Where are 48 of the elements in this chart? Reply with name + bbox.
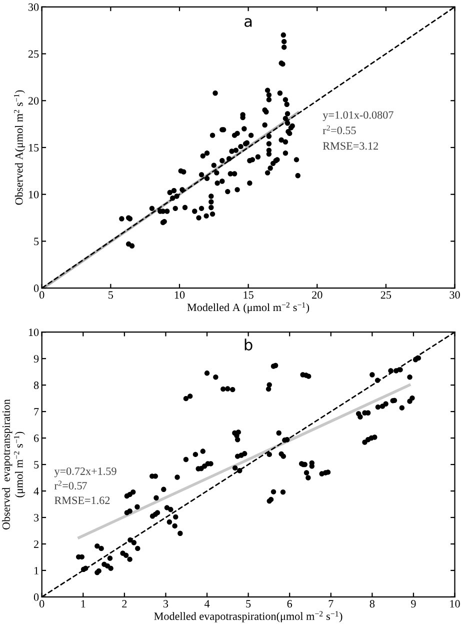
y-axis-title: Observed evapotranspiration (μmol m$^{−2}$ s$^{−1}$) <box>2 399 26 530</box>
x-tick-label: 15 <box>244 291 254 299</box>
y-tick-label: 1 <box>34 566 38 574</box>
x-tick-label: 0 <box>39 600 44 608</box>
x-axis-title: Modelled evapotraspiration(μmol m$^{−2}$ s$^{−1}$) <box>154 611 342 622</box>
x-tick-label: 2 <box>122 600 127 608</box>
x-tick-label: 5 <box>108 291 114 299</box>
y-tick-label: 3 <box>34 514 39 522</box>
x-tick-label: 6 <box>287 600 292 608</box>
x-tick-label: 10 <box>174 291 185 299</box>
y-tick-label: 10 <box>28 190 39 198</box>
x-tick-label: 0 <box>39 291 44 299</box>
y-tick-label: 25 <box>28 50 39 58</box>
y-tick-label: 9 <box>34 355 39 363</box>
x-tick-label: 1 <box>81 600 86 608</box>
x-tick-label: 30 <box>450 291 460 299</box>
x-tick-label: 10 <box>450 600 460 608</box>
x-tick-label: 4 <box>204 600 210 608</box>
x-axis-title: Modelled A (μmol m$^{−2}$ s$^{−1}$) <box>187 302 310 314</box>
x-tick-label: 3 <box>163 600 168 608</box>
y-tick-label: 30 <box>28 3 39 11</box>
y-tick-label: 10 <box>28 328 39 336</box>
y-tick-label: 7 <box>34 408 39 416</box>
y-tick-label: 5 <box>34 238 39 246</box>
x-tick-label: 7 <box>328 600 334 608</box>
annotation: r$^{2}$=0.55 <box>322 125 356 134</box>
y-tick-label: 2 <box>34 540 38 548</box>
annotation: y=1.01x-0.0807 <box>322 111 394 122</box>
chart-title: b <box>244 338 252 350</box>
annotation: r$^{2}$=0.57 <box>54 480 87 490</box>
annotation: y=0.72x+1.59 <box>54 467 116 478</box>
y-tick-label: 4 <box>34 488 39 495</box>
y-tick-label: 20 <box>28 97 39 105</box>
annotation: RMSE=3.12 <box>322 142 378 150</box>
x-tick-label: 8 <box>370 600 375 608</box>
x-tick-label: 20 <box>312 291 322 299</box>
y-tick-label: 15 <box>28 144 39 152</box>
x-tick-label: 5 <box>246 600 251 608</box>
y-tick-label: 0 <box>34 593 39 601</box>
y-tick-label: 5 <box>34 461 39 468</box>
y-axis-title: Observed A(μmol m$^{2}$ s$^{−1}$) <box>14 90 26 205</box>
y-tick-label: 6 <box>34 434 39 442</box>
y-tick-label: 0 <box>34 284 39 292</box>
text: a <box>244 18 252 27</box>
y-tick-label: 8 <box>34 382 39 390</box>
annotation: RMSE=1.62 <box>54 496 110 504</box>
x-tick-label: 9 <box>411 600 416 608</box>
x-tick-label: 25 <box>380 291 392 299</box>
